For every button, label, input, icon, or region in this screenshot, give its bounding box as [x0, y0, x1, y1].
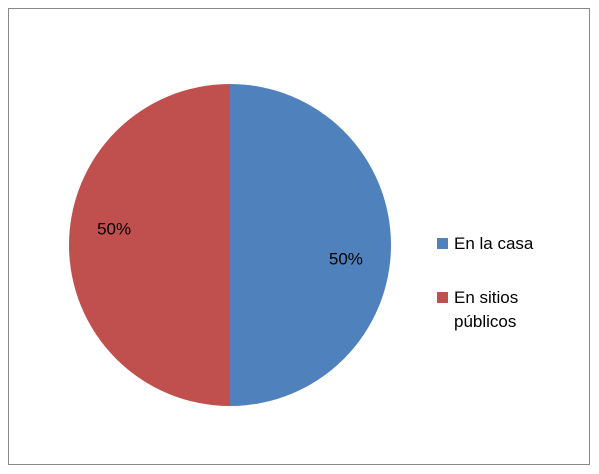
data-label: 50% — [97, 219, 131, 238]
pie-slice — [230, 84, 391, 406]
legend-swatch — [437, 292, 448, 303]
legend-swatch — [437, 238, 448, 249]
data-label: 50% — [329, 249, 363, 268]
pie-slice — [69, 84, 230, 406]
legend-item: En la casa — [437, 232, 567, 256]
legend-label: En sitios públicos — [454, 288, 519, 331]
legend-label: En la casa — [454, 234, 534, 253]
legend-item: En sitios públicos — [437, 286, 567, 334]
